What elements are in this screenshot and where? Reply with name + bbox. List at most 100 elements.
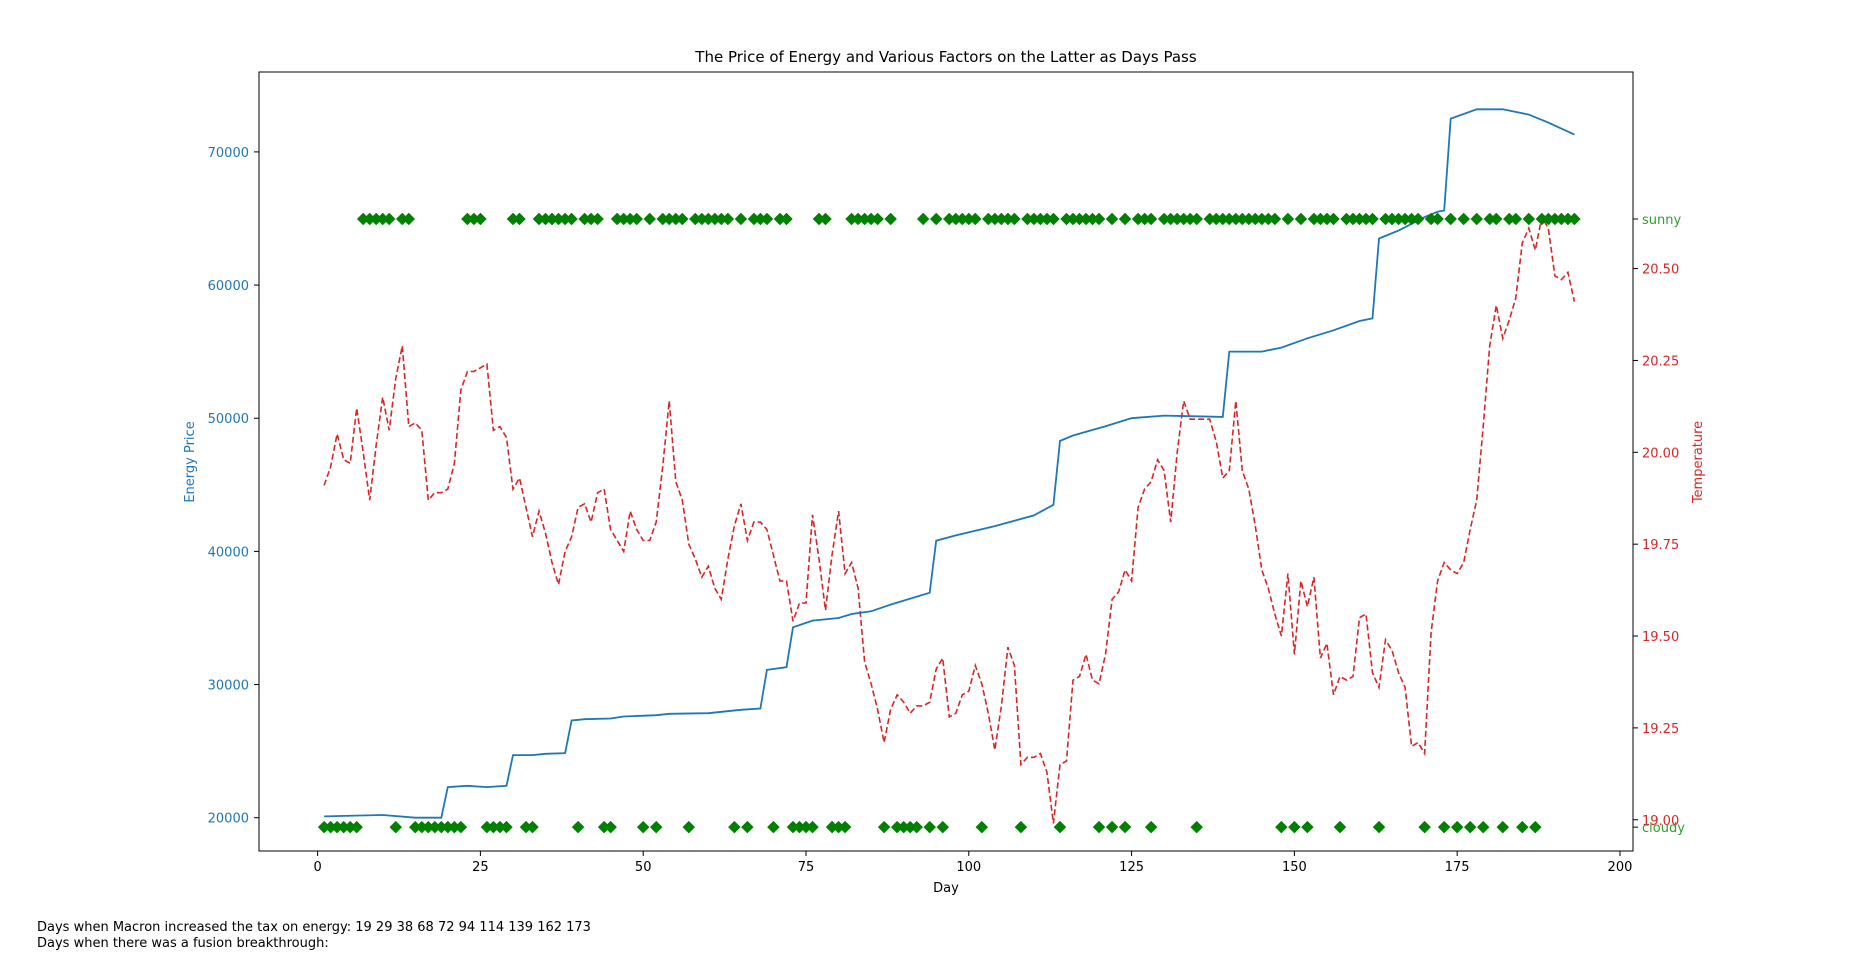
weather-marker-sunny [1411,212,1425,226]
weather-marker-sunny [382,212,396,226]
fusion-breakthrough-note: Days when there was a fusion breakthroug… [37,936,329,951]
y-axis-left: 20000 30000 40000 50000 60000 70000 [208,146,259,827]
weather-marker-sunny [1457,212,1471,226]
weather-marker-sunny [630,212,644,226]
weather-marker-cloudy [1450,820,1464,834]
temperature-series [323,214,1576,824]
weather-marker-cloudy [682,820,696,834]
weather-marker-cloudy [1463,820,1477,834]
weather-marker-sunny [1489,212,1503,226]
weather-marker-cloudy [936,820,950,834]
weather-marker-cloudy [1105,820,1119,834]
weather-marker-sunny [1047,212,1060,226]
plot-border [258,71,1634,852]
x-tick-label: 25 [472,860,489,875]
weather-marker-sunny [1327,212,1340,226]
x-tick-label: 75 [798,860,815,875]
weather-marker-cloudy [1092,820,1106,834]
weather-marker-cloudy [636,820,650,834]
y-right-tick-label: 20.50 [1642,263,1679,278]
weather-marker-sunny [675,212,689,226]
weather-marker-cloudy [1515,820,1529,834]
y-right-tick-label: 19.25 [1642,722,1679,737]
weather-marker-sunny [1105,212,1119,226]
weather-marker-cloudy [838,820,852,834]
y-left-tick-label: 60000 [208,279,249,294]
y-left-tick-label: 30000 [208,679,249,694]
y-left-tick-label: 50000 [208,412,249,427]
weather-marker-sunny [474,212,487,226]
weather-marker-cloudy [1372,820,1386,834]
weather-marker-cloudy [454,820,468,834]
x-tick-label: 175 [1445,860,1470,875]
weather-marker-sunny [1509,212,1523,226]
weather-marker-sunny [1268,212,1282,226]
weather-marker-sunny [968,212,982,226]
weather-marker-sunny [1568,212,1581,226]
weather-marker-cloudy [923,820,937,834]
weather-marker-sunny [1008,212,1021,226]
macron-tax-note: Days when Macron increased the tax on en… [37,920,591,935]
y-left-tick-label: 40000 [208,545,249,560]
weather-marker-sunny [819,212,832,226]
weather-marker-cloudy [571,820,585,834]
weather-marker-cloudy [604,820,617,834]
weather-marker-sunny [1294,212,1308,226]
x-tick-label: 0 [313,860,321,875]
weather-marker-cloudy [649,820,663,834]
y-right-tick-label: 19.50 [1642,630,1679,645]
weather-marker-cloudy [1528,820,1542,834]
weather-marker-sunny [780,212,793,226]
weather-marker-cloudy [1496,820,1510,834]
weather-marker-sunny [643,212,657,226]
weather-marker-sunny [1092,212,1106,226]
weather-marker-cloudy [741,820,754,834]
y-left-tick-label: 70000 [208,146,249,161]
weather-marker-cloudy [350,820,364,834]
weather-marker-cloudy [728,820,741,834]
x-tick-label: 150 [1282,860,1307,875]
weather-marker-sunny [929,212,943,226]
weather-marker-cloudy [526,820,539,834]
y-axis-right: 19.00 19.25 19.50 19.75 20.00 20.25 20.50 sunny… [1633,213,1685,836]
weather-marker-sunny [871,212,884,226]
weather-marker-cloudy [500,820,513,834]
weather-marker-sunny [1144,212,1158,226]
weather-marker-sunny [760,212,774,226]
x-tick-label: 100 [956,860,981,875]
weather-marker-cloudy [1014,820,1028,834]
weather-marker-sunny [591,212,604,226]
weather-marker-sunny [1470,212,1484,226]
weather-marker-sunny [916,212,930,226]
weather-marker-cloudy [877,820,891,834]
energy-price-line [324,108,1575,819]
y-right-tick-label: 20.00 [1642,446,1679,461]
weather-marker-sunny [1522,212,1536,226]
x-tick-label: 200 [1608,860,1633,875]
y-right-tick-label: 19.00 [1642,814,1679,829]
weather-marker-cloudy [910,820,924,834]
x-tick-label: 125 [1119,860,1144,875]
y-right-tick-label: 19.75 [1642,538,1679,553]
x-axis: 0 25 50 75 100 125 150 175 200 [313,851,1632,875]
chart-title: The Price of Energy and Various Factors … [694,48,1197,66]
weather-marker-cloudy [975,820,989,834]
weather-markers [317,212,1581,834]
weather-marker-cloudy [1053,820,1067,834]
weather-marker-cloudy [1418,820,1431,834]
weather-tick-label-cloudy: cloudy [1642,821,1685,836]
weather-marker-sunny [1366,212,1379,226]
y-right-tick-label: 20.25 [1642,354,1679,369]
weather-marker-cloudy [1118,820,1132,834]
weather-marker-cloudy [1437,820,1451,834]
weather-marker-cloudy [806,820,819,834]
weather-marker-cloudy [389,820,403,834]
energy-price-series [324,108,1575,819]
y-left-tick-label: 20000 [208,812,249,827]
weather-marker-cloudy [1288,820,1301,834]
weather-marker-cloudy [1144,820,1158,834]
weather-tick-label-sunny: sunny [1642,213,1681,228]
weather-marker-cloudy [1476,820,1490,834]
weather-marker-sunny [721,212,735,226]
